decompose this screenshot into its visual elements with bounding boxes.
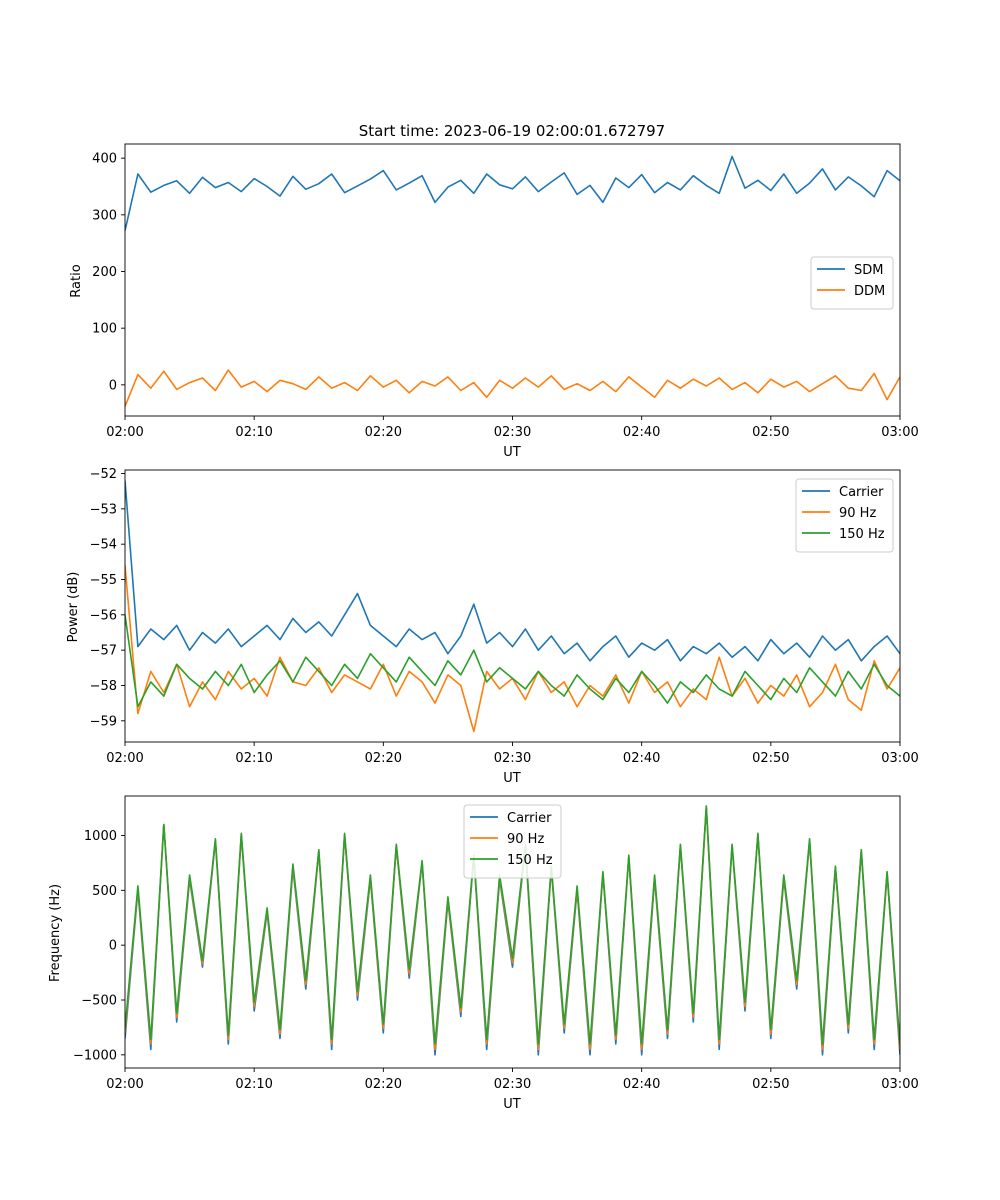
x-tick-label: 02:30 <box>494 425 531 440</box>
x-tick-label: 02:50 <box>752 751 789 766</box>
y-tick-label: −52 <box>90 467 117 482</box>
x-tick-label: 02:20 <box>365 1077 402 1092</box>
ratio-plot-area: 02:00 02:10 02:20 02:30 02:40 02:50 03:00 0 100 2… <box>92 143 919 440</box>
y-tick-label: 1000 <box>84 829 117 844</box>
legend-label: SDM <box>854 263 883 278</box>
y-tick-label: −59 <box>90 714 117 729</box>
y-tick-label: −54 <box>90 538 117 553</box>
x-tick-label: 02:10 <box>235 425 272 440</box>
legend-label: 150 Hz <box>839 527 885 542</box>
x-tick-label: 02:10 <box>235 1077 272 1092</box>
power-legend: Carrier 90 Hz 150 Hz <box>795 478 894 553</box>
x-tick-label: 03:00 <box>881 751 918 766</box>
legend-label: 90 Hz <box>839 506 876 521</box>
y-tick-label: −500 <box>81 994 117 1009</box>
y-tick-label: 100 <box>92 322 117 337</box>
legend-label: Carrier <box>507 811 552 826</box>
series-line-sdm <box>125 155 900 231</box>
power-plot-area: 02:00 02:10 02:20 02:30 02:40 02:50 03:00 −52 −5… <box>90 467 919 766</box>
x-tick-label: 02:50 <box>752 1077 789 1092</box>
series-line-150-hz <box>125 805 900 1045</box>
series-line-90-hz <box>125 806 900 1051</box>
series-line-150-hz <box>125 614 900 708</box>
x-tick-label: 02:40 <box>623 1077 660 1092</box>
x-tick-label: 03:00 <box>881 1077 918 1092</box>
x-tick-label: 02:00 <box>106 751 143 766</box>
y-tick-label: 400 <box>92 152 117 167</box>
y-tick-label: −53 <box>90 502 117 517</box>
x-tick-label: 02:00 <box>106 1077 143 1092</box>
series-lines <box>125 805 900 1056</box>
y-tick-label: 0 <box>109 939 117 954</box>
y-tick-label: 0 <box>109 378 117 393</box>
series-line-carrier <box>125 807 900 1056</box>
figure-title: Start time: 2023-06-19 02:00:01.672797 <box>359 122 665 140</box>
x-tick-label: 02:30 <box>494 751 531 766</box>
frequency-legend: Carrier 90 Hz 150 Hz <box>463 804 562 879</box>
x-tick-label: 02:00 <box>106 425 143 440</box>
y-tick-label: −58 <box>90 679 117 694</box>
legend-box <box>810 256 894 310</box>
legend-label: Carrier <box>839 485 884 500</box>
y-tick-label: 500 <box>92 884 117 899</box>
legend-label: DDM <box>854 284 885 299</box>
panel-power: 02:00 02:10 02:20 02:30 02:40 02:50 03:00 −52 −5… <box>66 467 919 786</box>
y-tick-label: −57 <box>90 644 117 659</box>
y-tick-label: −56 <box>90 608 117 623</box>
series-line-ddm <box>125 369 900 407</box>
x-tick-label: 02:30 <box>494 1077 531 1092</box>
legend-label: 150 Hz <box>507 853 553 868</box>
legend-label: 90 Hz <box>507 832 544 847</box>
panel-frequency: 02:00 02:10 02:20 02:30 02:40 02:50 03:00 1000 5… <box>48 795 919 1112</box>
power-xlabel: UT <box>503 771 521 786</box>
x-tick-label: 02:20 <box>365 425 402 440</box>
series-line-carrier <box>125 480 900 662</box>
y-tick-label: −55 <box>90 573 117 588</box>
frequency-plot-area: 02:00 02:10 02:20 02:30 02:40 02:50 03:00 1000 5… <box>73 795 919 1092</box>
x-tick-label: 02:40 <box>623 751 660 766</box>
y-tick-label: 300 <box>92 208 117 223</box>
ratio-ylabel: Ratio <box>69 264 84 297</box>
panel-ratio: 02:00 02:10 02:20 02:30 02:40 02:50 03:00 0 100 2… <box>69 143 919 460</box>
x-tick-label: 02:50 <box>752 425 789 440</box>
x-tick-label: 03:00 <box>881 425 918 440</box>
x-tick-label: 02:20 <box>365 751 402 766</box>
series-lines <box>125 155 900 407</box>
frequency-xlabel: UT <box>503 1097 521 1112</box>
y-tick-label: −1000 <box>73 1048 117 1063</box>
x-tick-label: 02:10 <box>235 751 272 766</box>
frequency-ylabel: Frequency (Hz) <box>48 884 63 982</box>
power-ylabel: Power (dB) <box>66 572 81 643</box>
series-lines <box>125 480 900 733</box>
ratio-legend: SDM DDM <box>810 256 894 310</box>
y-tick-label: 200 <box>92 265 117 280</box>
ratio-xlabel: UT <box>503 445 521 460</box>
x-tick-label: 02:40 <box>623 425 660 440</box>
